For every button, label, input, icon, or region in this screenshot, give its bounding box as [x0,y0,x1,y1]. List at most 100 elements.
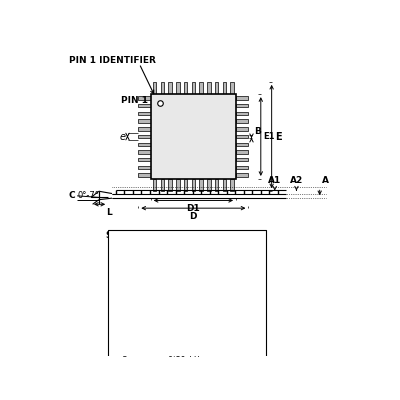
Text: Note 2: Note 2 [235,285,262,294]
Text: B: B [254,127,261,136]
Bar [236,112,248,115]
Text: 12.00: 12.00 [174,296,196,305]
Bar [138,112,151,115]
Bar [161,82,164,94]
Text: 12.25: 12.25 [204,296,227,305]
Bar [215,179,218,191]
Text: PIN 1: PIN 1 [121,96,148,105]
Text: D: D [190,212,197,221]
Bar [223,82,226,94]
Bar [223,179,226,191]
Bar [176,82,180,94]
Text: A2: A2 [119,264,130,273]
Bar [138,166,151,169]
Text: 0.09: 0.09 [146,328,164,338]
Text: 11.75: 11.75 [143,274,166,284]
Bar [153,179,156,191]
Text: SYMBOL: SYMBOL [106,231,143,240]
Bar [138,96,151,100]
Text: 0.05: 0.05 [146,253,164,262]
Text: 10.10: 10.10 [204,285,227,294]
Bar [236,150,248,154]
Text: E1: E1 [120,307,130,316]
Text: 0.45: 0.45 [146,339,164,348]
Bar [236,96,248,100]
Text: 9.90: 9.90 [146,285,164,294]
Bar [192,82,195,94]
Bar [236,120,248,123]
Bar [207,82,211,94]
Text: 9.90: 9.90 [146,307,164,316]
Text: L: L [122,339,126,348]
Bar [236,166,248,169]
Text: D1: D1 [186,204,200,213]
Text: A1: A1 [119,253,130,262]
Text: D: D [121,274,128,284]
Bar [207,179,211,191]
Text: NOTE: NOTE [236,231,261,240]
Bar [199,179,203,191]
Text: C: C [122,328,127,338]
Text: C: C [69,191,76,200]
Bar [138,150,151,154]
Text: –: – [153,242,157,251]
Text: 0.37: 0.37 [176,318,194,327]
Text: E: E [275,132,281,142]
Text: 0.60: 0.60 [176,339,194,348]
Bar [236,142,248,146]
Bar [236,127,248,130]
Text: 1.05: 1.05 [207,264,225,273]
Text: Note 2: Note 2 [235,307,262,316]
Text: 10.10: 10.10 [204,307,227,316]
Text: E: E [122,296,127,305]
Text: 0.45: 0.45 [207,318,225,327]
Text: NOM: NOM [174,231,196,240]
Bar [138,173,151,177]
Bar [108,230,266,360]
Text: 11.75: 11.75 [143,296,166,305]
Text: 10.00: 10.00 [174,285,196,294]
Text: MIN: MIN [146,231,164,240]
Bar [192,179,195,191]
Bar [236,173,248,177]
Bar [138,127,151,130]
Text: 10.00: 10.00 [174,307,196,316]
Bar [236,104,248,108]
Text: 0.30: 0.30 [146,318,163,327]
Text: 0.80 TYP: 0.80 TYP [168,350,203,359]
Bar [168,179,172,191]
Bar [138,135,151,138]
Text: 0.75: 0.75 [207,339,225,348]
Text: L: L [106,208,112,217]
Bar [151,94,236,179]
Text: A2: A2 [290,176,303,185]
Bar [230,82,234,94]
Text: B: B [122,318,127,327]
Text: E1: E1 [263,132,275,141]
Bar [215,82,218,94]
Text: –: – [183,253,187,262]
Text: D1: D1 [119,285,130,294]
Bar [230,179,234,191]
Text: 1.20: 1.20 [207,242,225,251]
Bar [138,142,151,146]
Text: A1: A1 [268,176,281,185]
Text: 0.15: 0.15 [207,253,225,262]
Text: PIN 1 IDENTIFIER: PIN 1 IDENTIFIER [69,56,156,65]
Bar [184,82,187,94]
Text: (0.17): (0.17) [173,328,197,338]
Text: 1.00: 1.00 [176,264,194,273]
Bar [138,104,151,108]
Text: 0.20: 0.20 [207,328,225,338]
Text: e: e [122,350,127,359]
Bar [138,158,151,161]
Bar [184,179,187,191]
Bar [153,82,156,94]
Bar [168,82,172,94]
Bar [199,82,203,94]
Text: e: e [119,132,125,142]
Bar [138,120,151,123]
Bar [236,158,248,161]
Text: 0°-7°: 0°-7° [78,191,100,200]
Text: 12.25: 12.25 [204,274,227,284]
